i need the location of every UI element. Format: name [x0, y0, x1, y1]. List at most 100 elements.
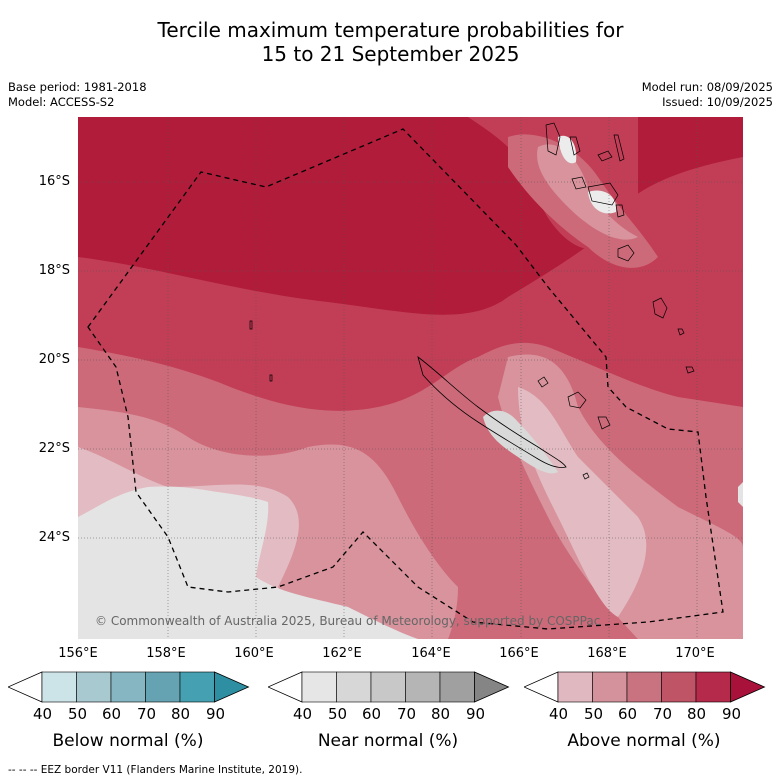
- tick-label: 60: [618, 705, 638, 723]
- lon-label: 168°E: [587, 646, 627, 661]
- tick-label: 60: [102, 705, 122, 723]
- tick-label: 90: [466, 705, 486, 723]
- colorbar-swatch: [439, 671, 475, 703]
- colorbar-swatch: [661, 671, 697, 703]
- tick-label: 40: [33, 705, 53, 723]
- colorbar-near-normal: [268, 671, 510, 703]
- colorbar-swatch: [179, 671, 215, 703]
- colorbar-swatch: [145, 671, 181, 703]
- colorbar-upper-extend: [214, 671, 250, 703]
- tick-label: 50: [68, 705, 88, 723]
- lat-label: 22°S: [38, 441, 70, 456]
- colorbar-near-title: Near normal (%): [317, 731, 459, 751]
- colorbar-lower-extend: [268, 671, 303, 703]
- island-icon: [269, 374, 273, 382]
- island-icon: [652, 297, 668, 319]
- island-icon: [613, 134, 625, 162]
- graticule: [78, 117, 743, 639]
- region-near-normal-edge: [738, 482, 743, 507]
- tick-label: 40: [293, 705, 313, 723]
- tick-label: 80: [431, 705, 451, 723]
- island-icon: [537, 376, 549, 388]
- title-line-2: 15 to 21 September 2025: [261, 42, 520, 66]
- eez-border: [87, 128, 724, 630]
- tick-label: 90: [206, 705, 226, 723]
- lon-label: 166°E: [499, 646, 539, 661]
- tick-label: 70: [137, 705, 157, 723]
- colorbar-above-swatches: [524, 671, 766, 703]
- island-icon: [597, 416, 611, 430]
- lat-label: 16°S: [38, 174, 70, 189]
- base-period: Base period: 1981-2018: [8, 80, 147, 94]
- island-icon: [582, 472, 590, 480]
- map-svg: [78, 117, 743, 639]
- lat-label: 24°S: [38, 530, 70, 545]
- tick-label: 70: [653, 705, 673, 723]
- issued-date: Issued: 10/09/2025: [662, 95, 773, 109]
- colorbar-near-swatches: [268, 671, 510, 703]
- tick-label: 50: [584, 705, 604, 723]
- probability-map: [78, 117, 743, 639]
- island-icon: [569, 136, 581, 156]
- island-icon: [249, 320, 253, 330]
- colorbar-lower-extend: [8, 671, 43, 703]
- island-icon: [677, 328, 685, 336]
- region-near-normal-newcaledonia: [483, 410, 558, 474]
- region-above-50-east: [498, 354, 743, 639]
- island-icon: [685, 366, 695, 374]
- model-run: Model run: 08/09/2025: [641, 80, 773, 94]
- colorbar-swatch: [110, 671, 146, 703]
- colorbar-swatch: [557, 671, 593, 703]
- footer-legend: -- -- -- EEZ border V11 (Flanders Marine…: [8, 764, 303, 776]
- new-caledonia-coast: [417, 355, 567, 468]
- model-name: Model: ACCESS-S2: [8, 95, 115, 109]
- region-near-normal-north1: [558, 135, 577, 164]
- colorbar-above-normal: [524, 671, 766, 703]
- tick-label: 90: [722, 705, 742, 723]
- colorbar-swatch: [336, 671, 372, 703]
- colorbar-below-normal: [8, 671, 250, 703]
- colorbar-swatch: [301, 671, 337, 703]
- island-icon: [615, 204, 625, 218]
- colorbar-swatch: [405, 671, 441, 703]
- lon-label: 158°E: [146, 646, 186, 661]
- colorbar-swatch: [76, 671, 112, 703]
- colorbar-swatch: [41, 671, 77, 703]
- tick-label: 60: [362, 705, 382, 723]
- tick-label: 50: [328, 705, 348, 723]
- island-icon: [545, 122, 561, 156]
- lon-label: 162°E: [322, 646, 362, 661]
- tick-label: 40: [549, 705, 569, 723]
- region-above-50-north: [537, 144, 638, 240]
- colorbar-swatch: [592, 671, 628, 703]
- tick-label: 70: [397, 705, 417, 723]
- region-above-40-east: [518, 387, 647, 617]
- colorbar-upper-extend: [474, 671, 510, 703]
- colorbar-upper-extend: [730, 671, 766, 703]
- tick-label: 80: [171, 705, 191, 723]
- lon-label: 170°E: [675, 646, 715, 661]
- lat-label: 18°S: [38, 263, 70, 278]
- island-icon: [617, 244, 635, 262]
- island-icon: [587, 182, 619, 206]
- colorbar-swatch: [370, 671, 406, 703]
- lon-label: 164°E: [411, 646, 451, 661]
- lat-label: 20°S: [38, 352, 70, 367]
- lon-label: 160°E: [234, 646, 274, 661]
- copyright-text: © Commonwealth of Australia 2025, Bureau…: [95, 614, 601, 628]
- colorbar-above-title: Above normal (%): [567, 731, 721, 751]
- lon-label: 156°E: [58, 646, 98, 661]
- island-icon: [597, 150, 613, 162]
- island-icon: [567, 391, 587, 409]
- meta-left: Base period: 1981-2018 Model: ACCESS-S2: [8, 80, 147, 110]
- tick-label: 80: [687, 705, 707, 723]
- meta-right: Model run: 08/09/2025 Issued: 10/09/2025: [642, 80, 773, 110]
- island-icon: [571, 176, 587, 190]
- region-near-normal: [78, 486, 418, 639]
- colorbar-below-title: Below normal (%): [52, 731, 204, 751]
- colorbar-swatch: [626, 671, 662, 703]
- colorbar-lower-extend: [524, 671, 559, 703]
- colorbar-swatch: [695, 671, 731, 703]
- title-line-1: Tercile maximum temperature probabilitie…: [157, 18, 624, 42]
- colorbar-below-swatches: [8, 671, 250, 703]
